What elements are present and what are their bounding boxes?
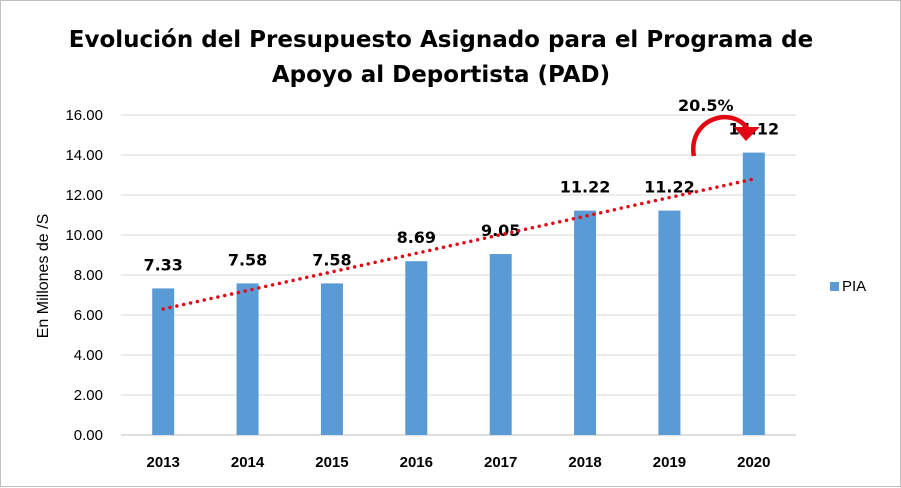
y-tick-label: 2.00 bbox=[74, 387, 103, 404]
x-tick-label: 2016 bbox=[400, 454, 433, 471]
y-tick-label: 8.00 bbox=[74, 267, 103, 284]
x-tick-label: 2015 bbox=[315, 454, 348, 471]
chart-title-line2: Apoyo al Deportista (PAD) bbox=[272, 62, 610, 88]
y-tick-label: 6.00 bbox=[74, 307, 103, 324]
bar-2017 bbox=[489, 254, 512, 435]
bar-2013 bbox=[152, 288, 175, 435]
growth-annotation: 20.5% bbox=[678, 96, 760, 157]
bar-2015 bbox=[320, 283, 343, 435]
bar-2014 bbox=[236, 283, 259, 435]
bar-2016 bbox=[405, 261, 428, 435]
bar-2018 bbox=[574, 210, 597, 435]
x-tick-label: 2019 bbox=[653, 454, 686, 471]
data-label: 7.58 bbox=[228, 250, 267, 269]
data-label: 9.05 bbox=[481, 221, 520, 240]
legend-swatch bbox=[830, 282, 839, 291]
growth-percent-label: 20.5% bbox=[678, 96, 734, 115]
chart-title-line1: Evolución del Presupuesto Asignado para … bbox=[69, 27, 813, 53]
y-tick-label: 14.00 bbox=[65, 147, 103, 164]
y-axis-label: En Millones de /S bbox=[35, 214, 52, 339]
bar-2019 bbox=[658, 210, 681, 435]
legend: PIA bbox=[830, 278, 866, 295]
gridlines bbox=[121, 114, 796, 436]
bar-2020 bbox=[742, 152, 765, 435]
x-axis-ticks: 2013 2014 2015 2016 2017 2018 2019 2020 bbox=[147, 454, 771, 471]
x-tick-label: 2017 bbox=[484, 454, 517, 471]
x-tick-label: 2014 bbox=[231, 454, 265, 471]
legend-label: PIA bbox=[842, 278, 866, 295]
curved-arrow bbox=[691, 114, 750, 157]
data-label: 7.58 bbox=[312, 250, 351, 269]
trendline-path bbox=[161, 177, 756, 311]
data-label: 11.22 bbox=[560, 178, 611, 197]
y-tick-label: 16.00 bbox=[65, 107, 103, 124]
y-tick-label: 12.00 bbox=[65, 187, 103, 204]
y-tick-label: 10.00 bbox=[65, 227, 103, 244]
bars bbox=[152, 152, 765, 435]
data-label: 11.22 bbox=[644, 178, 695, 197]
x-tick-label: 2013 bbox=[147, 454, 180, 471]
data-label: 8.69 bbox=[397, 228, 436, 247]
x-tick-label: 2020 bbox=[737, 454, 770, 471]
y-axis-ticks: 0.00 2.00 4.00 6.00 8.00 10.00 12.00 14.00 16.00 bbox=[65, 107, 103, 444]
x-tick-label: 2018 bbox=[568, 454, 601, 471]
y-tick-label: 0.00 bbox=[74, 427, 103, 444]
data-label: 7.33 bbox=[143, 255, 182, 274]
trendline bbox=[161, 177, 756, 311]
arrow-head bbox=[733, 127, 760, 141]
y-tick-label: 4.00 bbox=[74, 347, 103, 364]
